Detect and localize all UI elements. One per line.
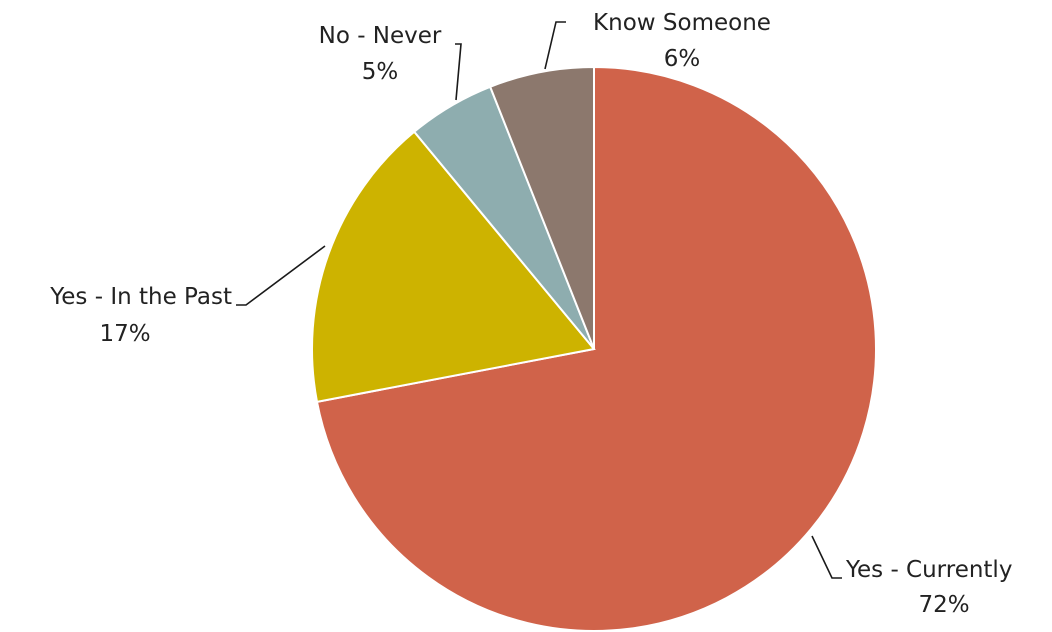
pie-slice-yes-currently — [315, 65, 877, 632]
leader-lines — [236, 21, 842, 579]
leader-line-know-someone — [544, 21, 566, 70]
leader-line-yes-currently — [811, 535, 842, 579]
slice-label-know-someone-value: 6% — [664, 46, 701, 72]
pie-slices — [311, 65, 877, 632]
slice-label-know-someone-name: Know Someone — [593, 10, 771, 36]
pie-slice-know-someone — [488, 65, 595, 350]
slice-label-yes-currently-value: 72% — [918, 592, 969, 618]
slice-label-yes-in-the-past-value: 17% — [99, 321, 150, 347]
leader-line-yes-in-the-past — [236, 245, 326, 306]
slice-label-no-never-name: No - Never — [319, 23, 442, 49]
pie-slice-yes-in-the-past — [311, 130, 596, 404]
slice-label-yes-currently-name: Yes - Currently — [845, 557, 1012, 583]
data-labels: Yes - Currently 72% Yes - In the Past 17… — [49, 10, 1012, 618]
slice-label-yes-in-the-past-name: Yes - In the Past — [49, 284, 232, 310]
slice-label-no-never-value: 5% — [362, 59, 399, 85]
leader-line-no-never — [455, 43, 462, 101]
